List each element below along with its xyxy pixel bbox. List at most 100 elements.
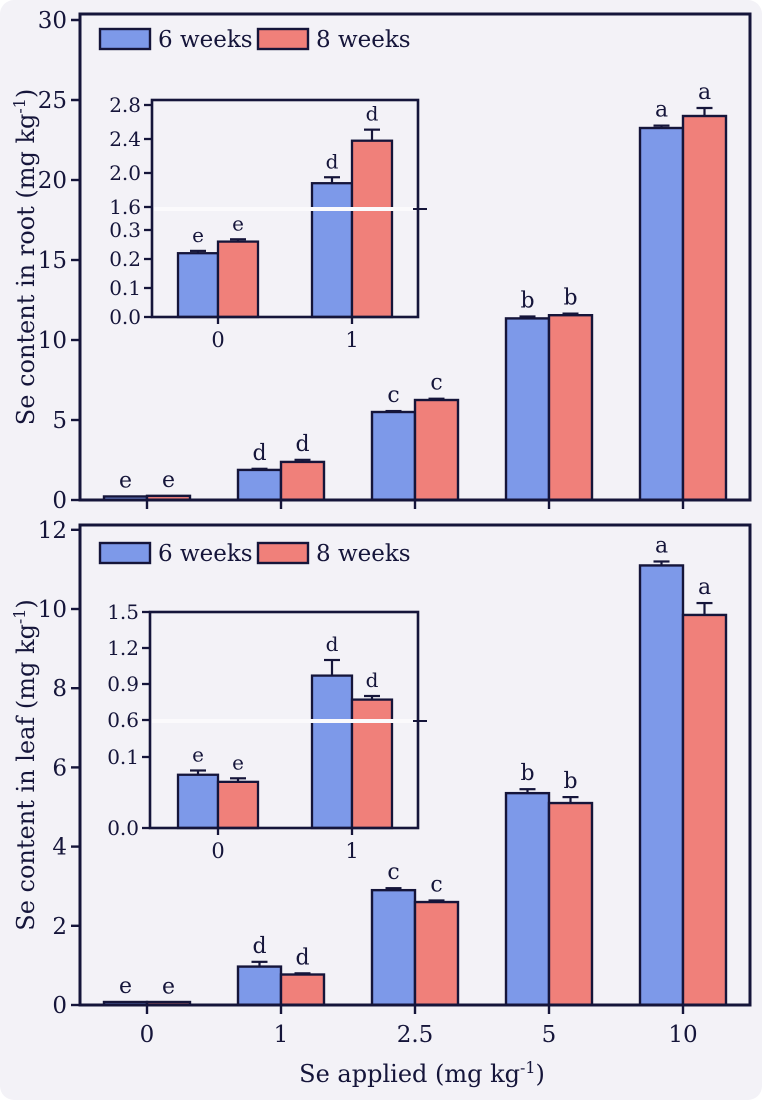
y-tick-label: 6 [52, 755, 67, 781]
inset-leaf: e d e d 0.0 0.1 0.6 0.9 1.2 1.5 0 1 [107, 600, 427, 863]
inset-bar-leaf-8-weeks-1 [350, 698, 394, 830]
bar-leaf-8-weeks-5 [547, 801, 594, 1007]
inset-y-tick-label: 1.2 [107, 636, 139, 660]
y-tick-label: 5 [52, 408, 67, 434]
sig-letter: c [387, 860, 399, 885]
inset-sig-letter: d [366, 668, 379, 692]
inset-y-tick-label: 0.1 [107, 745, 139, 769]
bar-leaf-8-weeks-2.5 [413, 900, 460, 1007]
inset-x-tick-label: 1 [345, 839, 358, 863]
bar-root-6-weeks-1 [236, 468, 283, 502]
sig-letter: b [563, 769, 577, 794]
inset-bar-root-8-weeks-0 [216, 240, 260, 319]
sig-letter: b [563, 286, 577, 311]
bar-leaf-6-weeks-1 [236, 965, 283, 1007]
y-axis-label-leaf: Se content in leaf (mg kg-1) [10, 599, 40, 930]
y-tick-label: 10 [38, 328, 67, 354]
inset-sig-letter: e [232, 211, 244, 235]
inset-y-tick-label: 2.0 [109, 161, 141, 185]
y-tick-label: 15 [38, 248, 67, 274]
sig-letter: d [295, 432, 309, 457]
bar-root-8-weeks-1 [279, 460, 326, 502]
inset-y-tick-label: 2.8 [109, 93, 141, 117]
y-axis-label-root: Se content in root (mg kg-1) [10, 89, 40, 425]
sig-letter: e [119, 468, 132, 493]
sig-letter: a [698, 80, 711, 105]
sig-letter: a [698, 575, 711, 600]
bar-leaf-6-weeks-10 [638, 564, 685, 1007]
y-tick-label: 0 [52, 993, 67, 1019]
sig-letter: b [520, 288, 534, 313]
inset-root: e d e d 0.0 0.1 0.2 0.31.6 2.0 2.4 2.8 0 1 [109, 93, 427, 352]
inset-y-tick-label: 0.1 [109, 276, 141, 300]
inset-sig-letter: e [192, 742, 204, 766]
sig-letter: c [430, 872, 442, 897]
inset-y-tick-label: 2.4 [109, 127, 141, 151]
inset-y-tick-label: 1.6 [109, 195, 141, 219]
sig-letter: d [252, 441, 266, 466]
bar-leaf-8-weeks-1 [279, 973, 326, 1007]
inset-sig-letter: e [192, 223, 204, 247]
bar-leaf-8-weeks-10 [681, 613, 728, 1007]
y-tick-label: 10 [38, 597, 67, 623]
legend-swatch-6-weeks [98, 541, 152, 565]
x-axis-title: Se applied (mg kg-1) [299, 1058, 545, 1088]
bar-root-6-weeks-5 [504, 317, 551, 502]
bar-leaf-6-weeks-2.5 [370, 888, 417, 1007]
y-tick-label: 8 [52, 676, 67, 702]
inset-y-tick-label: 0.0 [107, 816, 139, 840]
inset-bar-root-6-weeks-0 [176, 252, 220, 319]
legend-swatch-6-weeks [98, 27, 152, 51]
y-tick-label: 30 [38, 8, 67, 34]
inset-bar-root-8-weeks-1 [350, 139, 394, 319]
sig-letter: c [387, 383, 399, 408]
sig-letter: b [520, 761, 534, 786]
x-tick-label: 10 [668, 1022, 697, 1048]
y-tick-label: 20 [38, 168, 67, 194]
inset-y-tick-label: 0.2 [109, 247, 141, 271]
x-tick-label: 0 [140, 1022, 155, 1048]
inset-y-tick-label: 0.0 [109, 305, 141, 329]
bar-root-6-weeks-2.5 [370, 410, 417, 502]
legend-label-6-weeks: 6 weeks [158, 27, 253, 53]
sig-letter: e [119, 974, 132, 999]
y-tick-label: 25 [38, 88, 67, 114]
x-tick-label: 5 [542, 1022, 557, 1048]
inset-bar-leaf-6-weeks-1 [310, 674, 354, 830]
legend-swatch-8-weeks [256, 541, 310, 565]
inset-bar-root-6-weeks-1 [310, 182, 354, 319]
x-tick-label: 1 [274, 1022, 289, 1048]
legend-label-8-weeks: 8 weeks [316, 27, 411, 53]
inset-sig-letter: d [366, 102, 379, 126]
bar-leaf-6-weeks-5 [504, 791, 551, 1007]
inset-sig-letter: d [326, 149, 339, 173]
bar-root-8-weeks-5 [547, 314, 594, 502]
sig-letter: d [252, 934, 266, 959]
inset-y-tick-label: 0.6 [107, 708, 139, 732]
sig-letter: d [295, 945, 309, 970]
sig-letter: a [655, 533, 668, 558]
inset-x-tick-label: 0 [211, 328, 224, 352]
x-tick-label: 2.5 [397, 1022, 434, 1048]
inset-sig-letter: d [326, 632, 339, 656]
y-tick-label: 4 [52, 835, 67, 861]
inset-y-tick-label: 0.9 [107, 672, 139, 696]
bar-root-6-weeks-10 [638, 126, 685, 502]
sig-letter: e [162, 468, 175, 493]
inset-x-tick-label: 0 [211, 839, 224, 863]
inset-bar-leaf-6-weeks-0 [176, 773, 220, 830]
y-tick-label: 2 [52, 914, 67, 940]
legend-label-8-weeks: 8 weeks [316, 541, 411, 567]
sig-letter: e [162, 974, 175, 999]
bar-root-8-weeks-10 [681, 114, 728, 502]
sig-letter: a [655, 98, 668, 123]
y-tick-label: 12 [38, 518, 67, 544]
bar-root-8-weeks-2.5 [413, 398, 460, 502]
inset-y-tick-label: 1.5 [107, 600, 139, 624]
inset-x-tick-label: 1 [345, 328, 358, 352]
inset-bar-leaf-8-weeks-0 [216, 780, 260, 830]
legend-label-6-weeks: 6 weeks [158, 541, 253, 567]
